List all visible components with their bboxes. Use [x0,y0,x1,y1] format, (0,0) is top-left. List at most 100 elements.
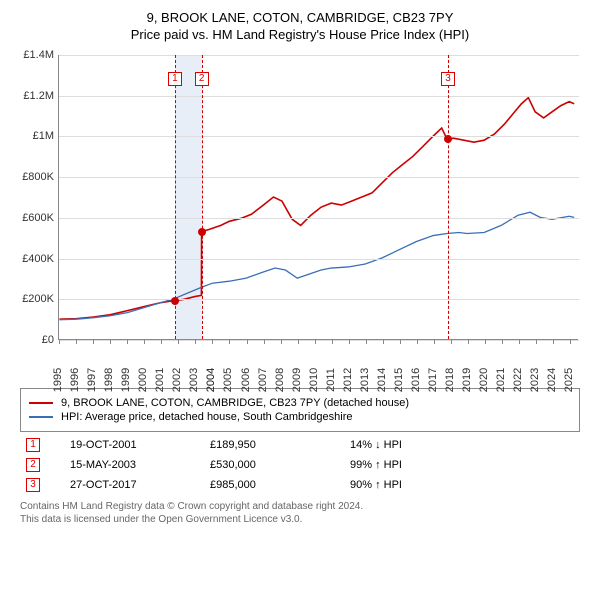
x-tick-label: 2012 [342,368,354,392]
x-tick [349,340,350,344]
y-tick-label: £600K [10,212,54,224]
x-tick-label: 2005 [222,368,234,392]
chart-container: 9, BROOK LANE, COTON, CAMBRIDGE, CB23 7P… [0,0,600,531]
x-tick [468,340,469,344]
x-tick [315,340,316,344]
x-tick-label: 2018 [444,368,456,392]
x-tick-label: 2017 [427,368,439,392]
x-tick [485,340,486,344]
x-tick [434,340,435,344]
gridline-h [59,340,579,341]
x-tick [229,340,230,344]
x-tick-label: 1999 [120,368,132,392]
line-series [59,55,578,339]
chart-title: 9, BROOK LANE, COTON, CAMBRIDGE, CB23 7P… [10,10,590,25]
series-line [59,98,574,320]
x-tick-label: 2010 [308,368,320,392]
x-tick [247,340,248,344]
gridline-h [59,55,579,56]
x-tick [536,340,537,344]
x-tick-label: 2004 [205,368,217,392]
event-delta: 99% ↑ HPI [350,459,470,471]
event-vertical-line [448,55,449,339]
x-tick-label: 1995 [52,368,64,392]
x-tick-label: 2021 [495,368,507,392]
legend-swatch [29,416,53,418]
gridline-h [59,136,579,137]
legend-label: HPI: Average price, detached house, Sout… [61,411,352,423]
event-number-box: 1 [26,438,40,452]
y-tick-label: £400K [10,253,54,265]
gridline-h [59,259,579,260]
x-tick [553,340,554,344]
attribution-footer: Contains HM Land Registry data © Crown c… [20,500,580,526]
x-tick [417,340,418,344]
x-tick-label: 1997 [86,368,98,392]
x-tick [298,340,299,344]
gridline-h [59,299,579,300]
x-tick [281,340,282,344]
x-tick [195,340,196,344]
chart-subtitle: Price paid vs. HM Land Registry's House … [10,27,590,42]
y-tick-label: £0 [10,334,54,346]
event-row: 2 15-MAY-2003£530,00099% ↑ HPI [20,458,580,472]
x-tick [332,340,333,344]
event-table: 119-OCT-2001£189,95014% ↓ HPI215-MAY-200… [20,438,580,492]
x-tick [502,340,503,344]
x-tick [383,340,384,344]
x-tick [76,340,77,344]
event-date: 27-OCT-2017 [70,479,210,491]
plot-area: 123 [58,55,578,340]
event-number-box: 2 [26,458,40,472]
x-tick-label: 2003 [188,368,200,392]
x-tick [178,340,179,344]
x-tick-label: 2019 [461,368,473,392]
x-tick-label: 2001 [154,368,166,392]
event-marker-2: 2 [195,72,209,86]
x-tick [519,340,520,344]
x-tick-label: 2025 [563,368,575,392]
x-tick-label: 2024 [546,368,558,392]
event-dot [171,297,179,305]
event-number-box: 3 [26,478,40,492]
event-row: 119-OCT-2001£189,95014% ↓ HPI [20,438,580,452]
x-tick-label: 2016 [410,368,422,392]
x-tick [400,340,401,344]
event-price: £530,000 [210,459,350,471]
series-line [59,212,574,320]
x-tick-label: 2023 [529,368,541,392]
x-tick [144,340,145,344]
y-tick-label: £800K [10,171,54,183]
x-tick-label: 2015 [393,368,405,392]
x-tick-label: 1996 [69,368,81,392]
x-tick [161,340,162,344]
x-tick [264,340,265,344]
footer-line: Contains HM Land Registry data © Crown c… [20,500,580,513]
x-tick-label: 2022 [512,368,524,392]
y-tick-label: £1.2M [10,90,54,102]
x-tick [59,340,60,344]
footer-line: This data is licensed under the Open Gov… [20,513,580,526]
legend-item: 9, BROOK LANE, COTON, CAMBRIDGE, CB23 7P… [29,397,571,409]
legend-label: 9, BROOK LANE, COTON, CAMBRIDGE, CB23 7P… [61,397,409,409]
x-tick-label: 1998 [103,368,115,392]
legend-item: HPI: Average price, detached house, Sout… [29,411,571,423]
x-tick-label: 2002 [171,368,183,392]
event-marker-3: 3 [441,72,455,86]
x-tick [127,340,128,344]
chart-area: £0£200K£400K£600K£800K£1M£1.2M£1.4M 123 … [10,50,590,380]
event-dot [444,135,452,143]
x-tick-label: 2007 [257,368,269,392]
event-date: 15-MAY-2003 [70,459,210,471]
event-row: 327-OCT-2017£985,00090% ↑ HPI [20,478,580,492]
x-tick-label: 2008 [274,368,286,392]
event-delta: 90% ↑ HPI [350,479,470,491]
gridline-h [59,96,579,97]
x-tick-label: 2011 [325,368,337,392]
gridline-h [59,218,579,219]
y-tick-label: £1.4M [10,49,54,61]
x-tick-label: 2020 [478,368,490,392]
event-date: 19-OCT-2001 [70,439,210,451]
x-tick [570,340,571,344]
event-dot [198,228,206,236]
